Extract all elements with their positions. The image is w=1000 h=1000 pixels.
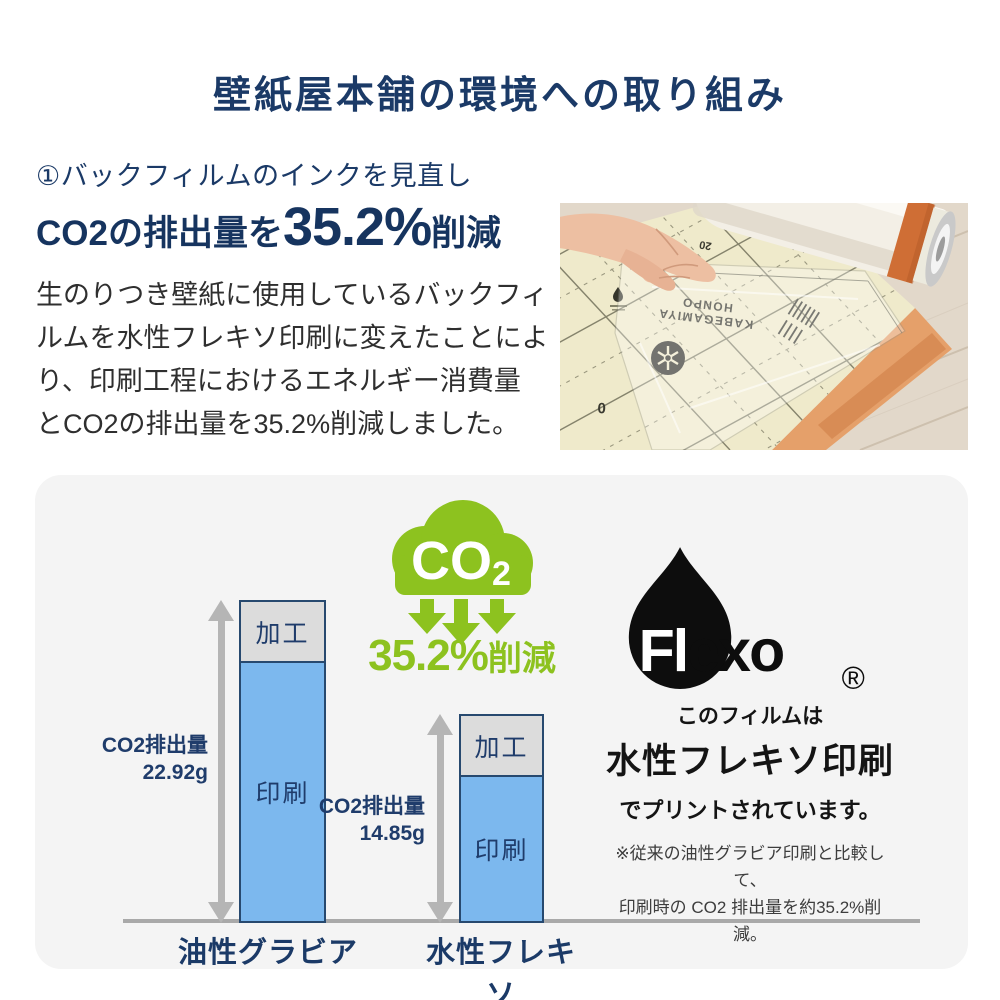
page-title: 壁紙屋本舗の環境への取り組み (212, 75, 787, 117)
grid-number-0: 0 (597, 399, 606, 416)
droplet-icon (628, 547, 732, 689)
segment-insatsu: 印刷 (239, 661, 326, 923)
arrow-down-icon (427, 902, 453, 923)
headline-prefix: CO2の排出量を (36, 214, 283, 253)
orange-edge-band (772, 308, 952, 450)
headline: CO2の排出量を35.2%削減 (36, 196, 501, 258)
flexo-text-exo: exo (687, 617, 783, 684)
co2-cloud-icon: CO2 (373, 495, 548, 645)
segment-kako: 加工 (239, 600, 326, 661)
intro-body: 生のりつき壁紙に使用しているバックフィ ルムを水性フレキソ印刷に変えたことによ … (36, 280, 549, 439)
flexo-line2: 水性フレキソ印刷 (605, 742, 894, 781)
down-arrows-icon (408, 599, 516, 645)
category-label-suisei: 水性フレキソ (425, 937, 576, 1000)
headline-value: 35.2% (282, 197, 432, 257)
emission-label: CO2排出量 (101, 734, 208, 757)
emission-amount: 22.92g (142, 761, 208, 784)
emission-value-suisei: CO2排出量 14.85g (319, 793, 425, 847)
cloud-sub-text: 2 (492, 555, 511, 593)
orange-edge-stripe (818, 333, 946, 439)
bar-yusei-gravure: 加工 印刷 (239, 600, 326, 923)
wallpaper-roll (692, 203, 956, 287)
segment-kako: 加工 (459, 714, 544, 775)
segment-insatsu: 印刷 (459, 775, 544, 923)
arrow-down-icon (208, 902, 234, 923)
tally-marks (777, 298, 820, 344)
svg-text:CO2: CO2 (411, 531, 511, 593)
emission-label: CO2排出量 (318, 795, 425, 818)
comparison-panel: 加工 印刷 CO2排出量 22.92g 油性グラビア 加工 印刷 CO2排出量 … (35, 475, 968, 1000)
flexo-block: Flexo ® このフィルムは 水性フレキソ印刷 でプリントされています。 ※従… (605, 543, 895, 948)
category-label-yusei: 油性グラビア (177, 937, 358, 969)
product-photo-illustration: KABEGAMIYA HONPO (560, 203, 968, 450)
brand-mark-text2: HONPO (681, 295, 734, 315)
reduction-value: 35.2% (368, 631, 489, 680)
cloud-co-text: CO (411, 531, 492, 591)
reduction-suffix: 削減 (487, 640, 556, 678)
transparent-film (614, 260, 906, 450)
total-arrow-yusei (208, 600, 234, 923)
flexo-footnote: ※従来の油性グラビア印刷と比較して、 印刷時の CO2 排出量を約35.2%削減… (615, 844, 885, 944)
flexo-text-fl: Fl (639, 617, 688, 684)
headline-suffix: 削減 (431, 214, 502, 253)
hand-icon (560, 213, 716, 291)
arrow-up-icon (208, 600, 234, 621)
grid-number-20: 20 (698, 238, 712, 252)
bar-suisei-flexo: 加工 印刷 (459, 714, 544, 923)
flexo-logo: Flexo ® (628, 547, 865, 696)
reduction-label: 35.2%削減 (357, 631, 567, 681)
flexo-line1: このフィルムは (676, 705, 824, 728)
total-arrow-suisei (427, 714, 453, 923)
flexo-line3: でプリントされています。 (619, 798, 881, 823)
arrow-up-icon (427, 714, 453, 735)
intro-subtitle: ①バックフィルムのインクを見直し (36, 161, 473, 191)
emission-amount: 14.85g (359, 822, 425, 845)
roll-orange-band (886, 203, 935, 284)
product-photo: KABEGAMIYA HONPO (560, 203, 968, 450)
registered-mark: ® (842, 660, 865, 696)
drop-mark-icon (613, 287, 623, 302)
svg-text:Flexo: Flexo (639, 617, 784, 684)
snowflake-mark-icon (651, 341, 685, 375)
emission-value-yusei: CO2排出量 22.92g (102, 732, 208, 786)
